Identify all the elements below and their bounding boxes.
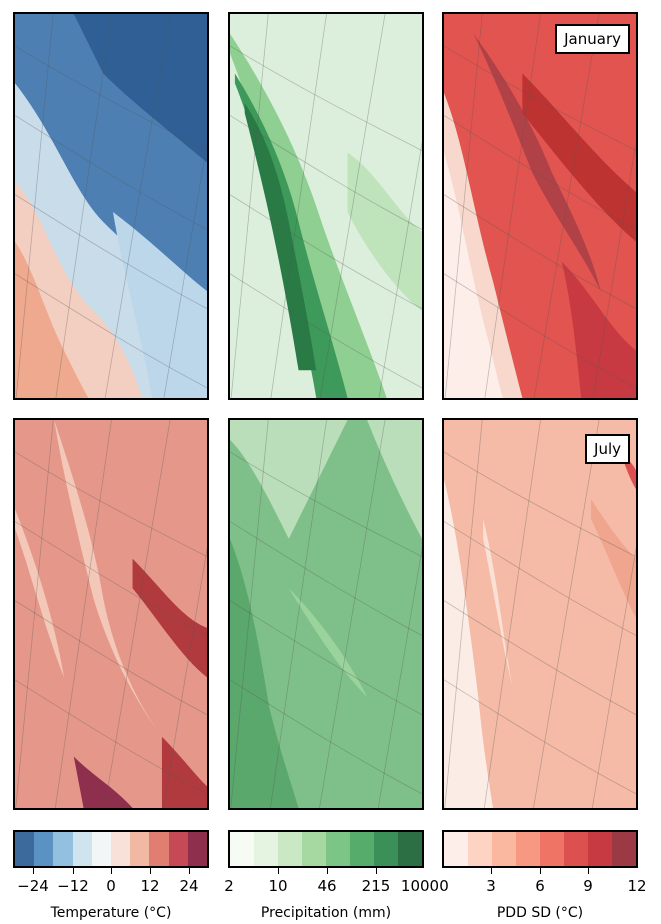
temperature-tick-label: −24 [17,877,49,895]
precipitation-colorbar-swatch [326,832,350,866]
precipitation-colorbar-swatch [398,832,422,866]
map-temperature-january [13,12,209,400]
month-label-july: July [585,434,630,464]
temperature-tick-mark [189,868,190,874]
precipitation-tick-label: 46 [317,877,337,895]
precipitation-map [230,420,422,808]
map-pdd-sd-january: January [442,12,638,400]
temperature-colorbar-swatch [91,832,112,866]
temperature-colorbar-swatch [15,832,35,866]
precipitation-colorbar-swatch [350,832,374,866]
pdd-sd-colorbar [442,830,638,868]
precipitation-tick-mark [376,868,377,874]
temperature-colorbar [13,830,209,868]
pdd-sd-colorbar-swatch [444,832,468,866]
temperature-tick-mark [150,868,151,874]
pdd-sd-colorbar-swatch [564,832,588,866]
precipitation-colorbar-swatch [230,832,254,866]
pdd-sd-tick-mark [491,868,492,874]
temperature-tick-label: 0 [106,877,116,895]
temperature-tick-mark [111,868,112,874]
temperature-colorbar-swatch [34,832,54,866]
pdd-sd-map [444,14,636,398]
temperature-colorbar-swatch [111,832,131,866]
precipitation-tick-mark [278,868,279,874]
temperature-tick-label: −12 [57,877,89,895]
precipitation-colorbar-swatch [278,832,302,866]
temperature-tick-mark [33,868,34,874]
precipitation-colorbar-label: Precipitation (mm) [260,905,392,921]
pdd-sd-colorbar-swatch [492,832,516,866]
temperature-map [15,14,207,398]
precipitation-colorbar [228,830,424,868]
precipitation-colorbar-swatch [254,832,278,866]
temperature-colorbar-swatch [72,832,92,866]
precipitation-colorbar-swatch [302,832,326,866]
pdd-sd-map [444,420,636,808]
month-label-january: January [555,24,630,54]
precipitation-tick-mark [327,868,328,874]
pdd-sd-colorbar-label: PDD SD (°C) [496,905,584,921]
temperature-colorbar-swatch [187,832,208,866]
pdd-sd-colorbar-swatch [468,832,492,866]
temperature-colorbar-swatch [53,832,73,866]
pdd-sd-colorbar-swatch [612,832,636,866]
pdd-sd-tick-label: 12 [627,877,647,895]
map-pdd-sd-july: July [442,418,638,810]
precipitation-colorbar-swatch [374,832,398,866]
temperature-map [15,420,207,808]
temperature-colorbar-swatch [130,832,150,866]
temperature-colorbar-swatch [149,832,169,866]
map-precipitation-july [228,418,424,810]
pdd-sd-tick-label: 0 [439,877,449,895]
map-precipitation-january [228,12,424,400]
precipitation-tick-label: 2 [224,877,234,895]
pdd-sd-tick-label: 6 [535,877,545,895]
precipitation-map [230,14,422,398]
pdd-sd-colorbar-swatch [588,832,612,866]
temperature-colorbar-swatch [168,832,188,866]
map-temperature-july [13,418,209,810]
pdd-sd-colorbar-swatch [540,832,564,866]
pdd-sd-tick-label: 3 [486,877,496,895]
temperature-tick-label: 24 [179,877,199,895]
precipitation-tick-label: 10 [268,877,288,895]
precipitation-tick-label: 215 [361,877,391,895]
pdd-sd-tick-label: 9 [583,877,593,895]
temperature-tick-mark [73,868,74,874]
pdd-sd-colorbar-swatch [516,832,540,866]
temperature-tick-label: 12 [140,877,160,895]
precipitation-tick-label: 1000 [400,877,440,895]
temperature-colorbar-label: Temperature (°C) [50,905,172,921]
pdd-sd-tick-mark [588,868,589,874]
pdd-sd-tick-mark [540,868,541,874]
